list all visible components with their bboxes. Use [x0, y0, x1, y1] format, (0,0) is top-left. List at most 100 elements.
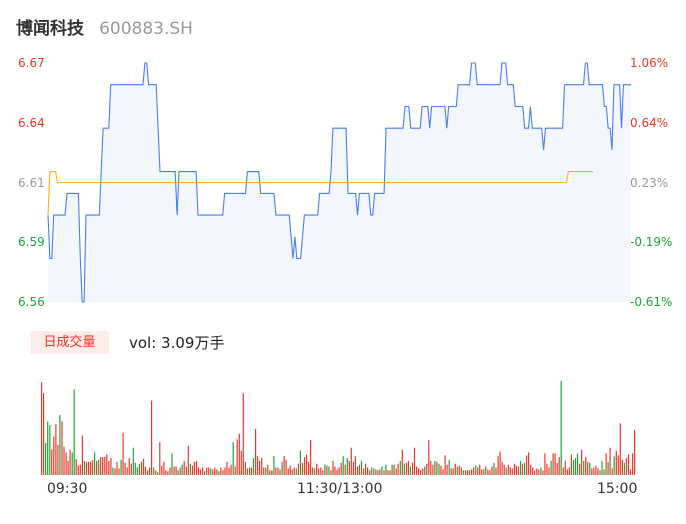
volume-bar: [538, 469, 540, 475]
volume-bar: [177, 470, 179, 475]
volume-bar: [373, 468, 375, 475]
volume-bar: [627, 454, 630, 475]
volume-bar: [297, 463, 299, 475]
volume-bar: [206, 467, 208, 475]
volume-bar: [108, 460, 110, 475]
volume-bar: [519, 460, 522, 475]
volume-bar: [281, 461, 283, 475]
x-tick-time: 15:00: [597, 481, 638, 497]
volume-bar: [450, 468, 452, 475]
volume-bar: [367, 467, 369, 475]
volume-bar: [493, 462, 495, 475]
volume-bar: [69, 449, 71, 475]
volume-bar: [328, 466, 330, 475]
volume-bar: [607, 461, 609, 475]
volume-bar: [409, 466, 411, 475]
volume-bar: [246, 468, 248, 475]
volume-bar: [473, 467, 475, 475]
volume-bar: [595, 465, 597, 475]
volume-bar: [611, 468, 613, 475]
volume-bar: [515, 465, 517, 475]
volume-bar: [175, 466, 177, 475]
volume-bar: [597, 468, 599, 475]
volume-bar: [399, 460, 401, 475]
volume-bar: [619, 423, 621, 475]
volume-bar: [456, 466, 458, 475]
volume-bar: [385, 464, 387, 475]
volume-bar: [570, 454, 572, 475]
volume-bar: [202, 467, 204, 475]
y-tick-percent: 1.06%: [630, 56, 669, 70]
volume-bar: [89, 461, 92, 475]
volume-bar: [144, 466, 147, 475]
y-tick-percent: -0.19%: [630, 235, 673, 250]
volume-bar: [338, 467, 340, 475]
volume-bar: [589, 462, 591, 475]
average-price-line: [47, 171, 593, 216]
volume-bar: [377, 470, 379, 475]
volume-bar: [263, 467, 265, 475]
volume-bar: [481, 469, 483, 475]
volume-bar: [560, 381, 562, 475]
volume-bar: [572, 460, 575, 475]
volume-bar: [629, 469, 632, 475]
volume-bar: [356, 466, 359, 475]
volume-bar: [94, 452, 96, 475]
volume-bar: [354, 456, 356, 475]
volume-bar: [395, 468, 397, 475]
volume-bar: [257, 456, 259, 475]
stock-name: 博闻科技: [16, 19, 84, 39]
volume-bar: [283, 456, 285, 475]
volume-bar: [265, 467, 267, 475]
volume-bar: [295, 468, 297, 475]
volume-bar: [199, 469, 202, 475]
volume-bar: [513, 463, 515, 475]
volume-bar: [220, 467, 222, 475]
volume-bar: [157, 472, 159, 475]
volume-bar: [222, 470, 224, 475]
volume-bar: [387, 470, 389, 475]
volume-bar: [509, 467, 511, 475]
volume-bar: [81, 435, 83, 475]
volume-bar: [579, 463, 581, 475]
volume-bar: [632, 453, 634, 475]
volume-bar: [352, 461, 354, 475]
volume-bar: [224, 467, 226, 475]
volume-bar: [458, 465, 460, 475]
volume-bar: [279, 469, 281, 475]
volume-bar: [73, 389, 75, 475]
volume-bar: [615, 450, 617, 475]
volume-bar: [348, 460, 350, 475]
volume-bar: [47, 421, 49, 475]
volume-bar: [293, 467, 295, 475]
volume-bar: [102, 457, 104, 475]
volume-bar: [167, 471, 169, 475]
volume-bar: [540, 467, 542, 475]
y-tick-price: 6.61: [18, 175, 45, 190]
volume-bar: [169, 467, 171, 475]
volume-bar: [542, 470, 544, 475]
volume-bar: [244, 461, 246, 475]
volume-bar: [475, 465, 477, 475]
volume-bar: [605, 453, 607, 475]
volume-bar: [544, 453, 546, 475]
volume-bar: [155, 470, 157, 475]
volume-bar: [195, 460, 198, 475]
volume-bar: [603, 469, 605, 475]
volume-bar: [305, 454, 308, 475]
volume-bar: [287, 468, 289, 475]
volume-bar: [483, 469, 485, 475]
volume-bar: [191, 465, 193, 475]
volume-bar: [75, 459, 77, 475]
volume-bar: [210, 468, 212, 475]
volume-bar: [585, 457, 587, 475]
volume-bar: [124, 462, 126, 475]
volume-bar: [79, 464, 81, 475]
volume-bar: [187, 445, 189, 475]
volume-bar: [346, 458, 348, 475]
stock-header: 博闻科技 600883.SH: [16, 14, 193, 39]
volume-bar: [330, 470, 332, 475]
volume-bar: [149, 467, 151, 475]
volume-bar: [271, 470, 273, 475]
volume-bar: [100, 457, 102, 475]
